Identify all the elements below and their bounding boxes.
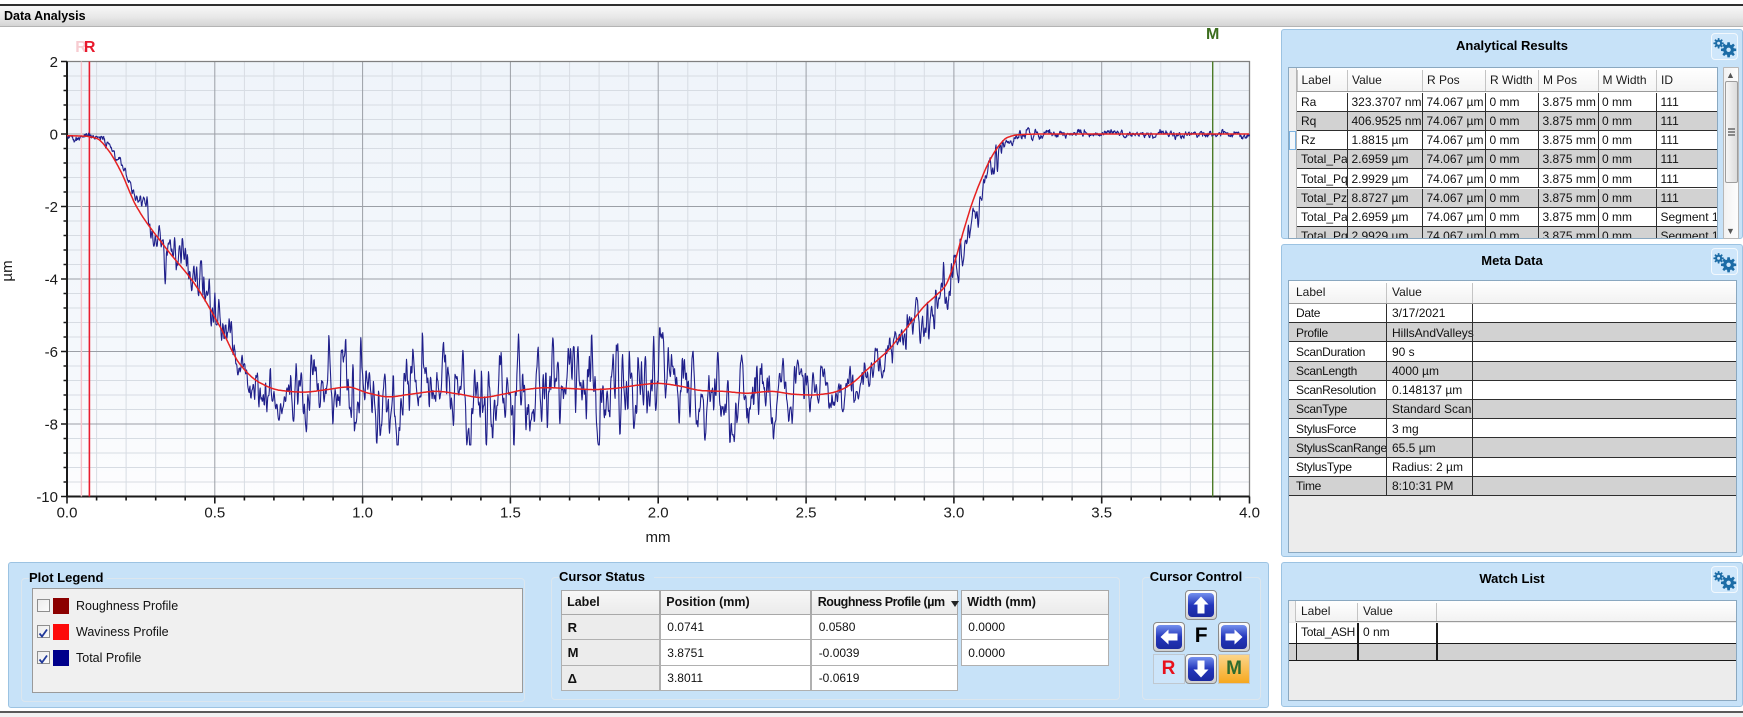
svg-text:1.5: 1.5 [500, 505, 521, 522]
svg-text:2.5: 2.5 [796, 505, 817, 522]
svg-text:4.0: 4.0 [1239, 505, 1260, 522]
svg-text:M: M [1206, 26, 1219, 43]
svg-text:-8: -8 [45, 417, 58, 434]
svg-text:2: 2 [50, 54, 58, 71]
svg-text:R: R [75, 39, 87, 56]
svg-text:µm: µm [0, 260, 16, 281]
svg-text:mm: mm [646, 529, 671, 546]
svg-text:3.5: 3.5 [1091, 505, 1112, 522]
svg-text:-6: -6 [45, 344, 58, 361]
svg-text:R: R [84, 39, 96, 56]
svg-text:0.5: 0.5 [204, 505, 225, 522]
svg-text:2.0: 2.0 [648, 505, 669, 522]
svg-text:1.0: 1.0 [352, 505, 373, 522]
svg-text:-2: -2 [45, 199, 58, 216]
svg-text:3.0: 3.0 [943, 505, 964, 522]
svg-text:0: 0 [50, 127, 58, 144]
svg-text:-4: -4 [45, 272, 58, 289]
svg-text:0.0: 0.0 [57, 505, 78, 522]
svg-text:-10: -10 [36, 489, 58, 506]
